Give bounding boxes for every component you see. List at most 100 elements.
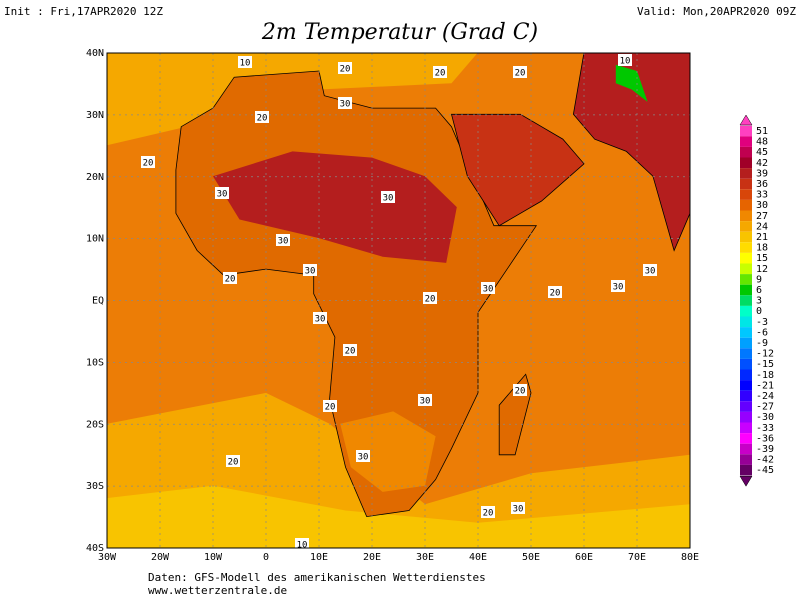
colorbar-label: 45 <box>756 147 768 158</box>
map-frame <box>106 52 691 549</box>
colorbar-swatch <box>740 231 752 243</box>
colorbar-top-arrow <box>739 114 753 126</box>
colorbar-swatch <box>740 348 752 359</box>
contour-label: 20 <box>515 69 526 79</box>
contour-label-bg <box>433 66 447 78</box>
india <box>572 53 690 252</box>
contour-label: 20 <box>143 159 154 169</box>
contour-label: 30 <box>340 100 351 110</box>
colorbar-label: 9 <box>756 274 762 285</box>
contour-label: 20 <box>325 403 336 413</box>
contour-label: 30 <box>513 505 524 515</box>
colorbar-label: 48 <box>756 137 768 148</box>
contour-label: 30 <box>358 453 369 463</box>
lat-label: EQ <box>92 296 104 307</box>
colorbar-label: -39 <box>756 444 774 455</box>
contour-label: 20 <box>515 387 526 397</box>
contour-label: 20 <box>550 289 561 299</box>
contour-label-bg <box>338 62 352 74</box>
contour-label-bg <box>215 187 229 199</box>
contour-label: 30 <box>383 194 394 204</box>
lat-label: 20S <box>86 419 104 430</box>
colorbar-swatch <box>740 305 752 317</box>
colorbar-label: 12 <box>756 264 768 275</box>
colorbar-swatch <box>740 189 752 200</box>
contour-label-bg <box>511 502 525 514</box>
mountains-cold <box>615 64 648 102</box>
lon-label: 40E <box>469 552 487 563</box>
contour-label-bg <box>255 111 269 123</box>
colorbar-swatch <box>740 443 752 455</box>
colorbar-swatch <box>740 274 752 285</box>
lat-label: 10S <box>86 357 104 368</box>
colorbar-label: -27 <box>756 402 774 413</box>
colorbar-swatch <box>740 433 752 444</box>
colorbar-label: 36 <box>756 179 768 190</box>
colorbar-swatch <box>740 210 752 222</box>
contour-label: 20 <box>257 114 268 124</box>
colorbar-label: -36 <box>756 433 774 444</box>
colorbar-swatch <box>740 136 752 147</box>
contour-label: 20 <box>340 65 351 75</box>
colorbar-label: 30 <box>756 200 768 211</box>
colorbar-label: -33 <box>756 423 774 434</box>
lon-label: 20E <box>363 552 381 563</box>
contour-label: 30 <box>217 190 228 200</box>
south-cooler <box>107 485 690 548</box>
contour-label-bg <box>226 455 240 467</box>
colorbar-swatch <box>740 221 752 232</box>
colorbar-swatch <box>740 390 752 402</box>
colorbar-swatch <box>740 284 752 296</box>
footer-source: Daten: GFS-Modell des amerikanischen Wet… <box>148 571 486 584</box>
colorbar-label: 21 <box>756 232 768 243</box>
lon-label: 10E <box>310 552 328 563</box>
lat-label: 40S <box>86 543 104 554</box>
colorbar-swatch <box>740 358 752 370</box>
colorbar-swatch <box>740 178 752 190</box>
contour-label: 10 <box>240 59 251 69</box>
colorbar-bottom-arrow <box>739 475 753 487</box>
contour-label-bg <box>643 264 657 276</box>
contour-label-bg <box>548 286 562 298</box>
contour-label-bg <box>223 272 237 284</box>
contour-label-bg <box>323 400 337 412</box>
contour-label: 30 <box>483 285 494 295</box>
north-cool <box>107 53 478 146</box>
contour-label: 30 <box>645 267 656 277</box>
contour-label-bg <box>338 97 352 109</box>
colorbar-swatch <box>740 199 752 211</box>
colorbar-swatch <box>740 316 752 328</box>
lat-label: 30S <box>86 481 104 492</box>
contour-label-bg <box>513 66 527 78</box>
contour-label-bg <box>381 191 395 203</box>
contour-label-bg <box>276 234 290 246</box>
contour-label: 20 <box>435 69 446 79</box>
colorbar-swatch <box>740 337 752 349</box>
colorbar-label: -6 <box>756 327 768 338</box>
colorbar-swatch <box>740 252 752 264</box>
lon-label: 60E <box>575 552 593 563</box>
contour-label-bg <box>313 312 327 324</box>
colorbar-label: 27 <box>756 211 768 222</box>
map-title: 2m Temperatur (Grad C) <box>261 20 538 45</box>
contour-label: 20 <box>225 275 236 285</box>
colorbar-swatch <box>740 295 752 306</box>
contour-label: 20 <box>483 509 494 519</box>
colorbar-label: -30 <box>756 412 774 423</box>
colorbar-label: 3 <box>756 296 762 307</box>
colorbar-swatch <box>740 168 752 179</box>
colorbar-label: -12 <box>756 349 774 360</box>
contour-label-bg <box>418 394 432 406</box>
colorbar-label: 18 <box>756 243 768 254</box>
contour-label: 30 <box>613 283 624 293</box>
contour-label-bg <box>423 292 437 304</box>
colorbar-label: -15 <box>756 359 774 370</box>
footer-url: www.wetterzentrale.de <box>148 584 287 597</box>
colorbar-label: 42 <box>756 158 768 169</box>
contour-label-bg <box>356 450 370 462</box>
contour-label-bg <box>618 54 632 66</box>
contour-label-bg <box>513 384 527 396</box>
contour-label-bg <box>481 282 495 294</box>
map-area: 10 20 10 20 20 30 20 20 30 30 30 20 30 20 30 20 30 30 20 30… <box>107 53 690 548</box>
colorbar-swatch <box>740 401 752 412</box>
